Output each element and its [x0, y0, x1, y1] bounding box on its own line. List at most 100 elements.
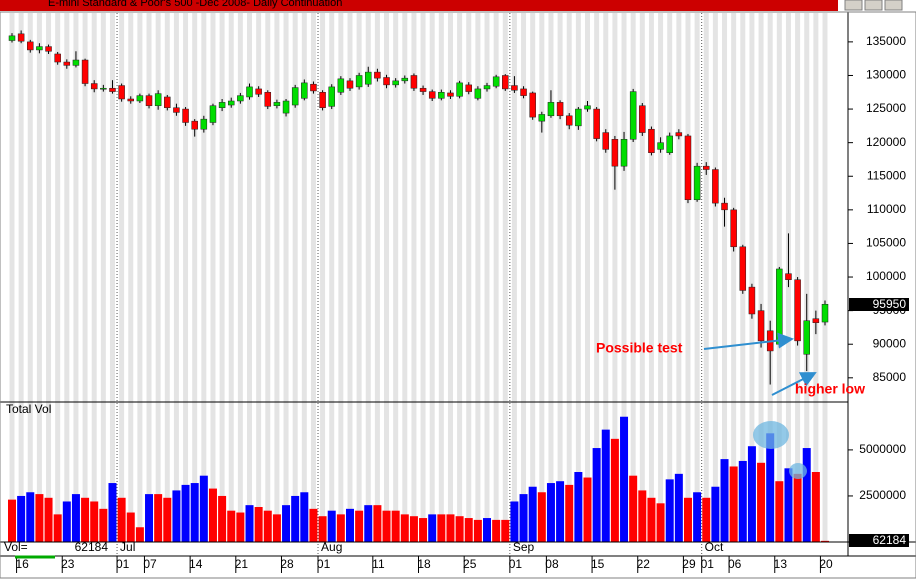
- volume-bar: [382, 510, 391, 542]
- volume-bar: [35, 494, 44, 542]
- title-bar: [0, 0, 838, 11]
- candle-body: [255, 88, 262, 95]
- volume-bar: [263, 510, 272, 542]
- candle-body: [483, 85, 491, 90]
- candle-body: [821, 303, 829, 323]
- candle-body: [319, 92, 326, 108]
- bar-stripe: [594, 13, 600, 542]
- y-tick-label: 2500000: [859, 488, 906, 502]
- bar-stripe: [685, 13, 691, 542]
- bar-stripe: [603, 13, 609, 542]
- bar-stripe: [493, 13, 499, 542]
- maximize-button[interactable]: [864, 0, 883, 11]
- volume-bar: [99, 508, 108, 542]
- bar-stripe: [475, 13, 481, 542]
- volume-bar: [126, 512, 135, 542]
- bar-stripe: [237, 13, 243, 542]
- close-button[interactable]: [884, 0, 903, 11]
- volume-bar: [364, 505, 373, 542]
- candle-body: [739, 246, 747, 291]
- volume-bar: [336, 514, 345, 542]
- bar-stripe: [219, 13, 225, 542]
- candle-body: [401, 77, 409, 82]
- last-volume-label: 62184: [873, 533, 907, 547]
- volume-bar: [821, 540, 829, 542]
- candle-body: [520, 88, 527, 96]
- candle-body: [629, 91, 637, 140]
- candle-body: [383, 77, 390, 86]
- x-tick-label: 25: [463, 557, 477, 571]
- y-tick-label: 120000: [866, 135, 906, 149]
- bar-stripe: [100, 13, 106, 542]
- volume-bar: [510, 501, 519, 542]
- volume-bar: [537, 492, 546, 542]
- candle-body: [365, 71, 372, 85]
- bar-stripe: [822, 13, 828, 542]
- bar-stripe: [36, 13, 42, 542]
- bar-stripe: [55, 13, 61, 542]
- bar-stripe: [484, 13, 490, 542]
- bar-stripe: [447, 13, 453, 542]
- volume-bar: [90, 501, 99, 542]
- candle-body: [730, 209, 737, 248]
- candle-body: [794, 279, 801, 342]
- y-tick-label: 100000: [866, 269, 906, 283]
- bar-stripe: [539, 13, 545, 542]
- bar-stripe: [9, 13, 15, 542]
- candle-body: [237, 95, 244, 102]
- volume-bar: [811, 472, 820, 542]
- y-tick-label: 130000: [866, 68, 906, 82]
- volume-bar: [172, 490, 181, 542]
- volume-bar: [455, 516, 464, 542]
- candle-body: [173, 107, 180, 113]
- y-tick-label: 125000: [866, 101, 906, 115]
- minimize-button[interactable]: [844, 0, 863, 11]
- bar-stripe: [374, 13, 380, 542]
- x-tick-label: 08: [545, 557, 559, 571]
- volume-bar: [492, 519, 501, 542]
- candle-body: [45, 46, 52, 52]
- candle-body: [538, 114, 546, 122]
- bar-stripe: [338, 13, 344, 542]
- volume-bar: [574, 472, 583, 542]
- y-tick-label: 110000: [867, 202, 906, 216]
- candle-body: [620, 139, 628, 167]
- volume-bar: [665, 479, 674, 542]
- last-volume-box: [849, 534, 909, 547]
- bar-stripe: [667, 13, 673, 542]
- candle-body: [227, 100, 235, 106]
- candle-body: [17, 33, 25, 42]
- x-tick-label: 23: [61, 557, 75, 571]
- candle-body: [474, 88, 482, 99]
- candle-body: [684, 135, 692, 201]
- volume-bar: [391, 510, 400, 542]
- bar-stripe: [18, 13, 24, 542]
- candle-body: [410, 75, 418, 89]
- volume-bar: [245, 505, 254, 542]
- y-tick-label: 90000: [873, 336, 907, 350]
- volume-bar: [44, 497, 53, 542]
- candle-body: [145, 95, 153, 106]
- volume-bar: [145, 494, 154, 542]
- candle-body: [337, 78, 345, 93]
- bar-stripe: [612, 13, 618, 542]
- volume-bar: [766, 433, 775, 542]
- bar-stripe: [457, 13, 463, 542]
- bar-stripe: [420, 13, 426, 542]
- candle-body: [127, 98, 135, 102]
- candle-body: [721, 202, 728, 211]
- bar-stripe: [548, 13, 554, 542]
- candle-body: [584, 105, 591, 110]
- volume-bar: [647, 497, 656, 542]
- bar-stripe: [173, 13, 179, 542]
- highlight-ellipse: [753, 421, 789, 449]
- volume-bar: [8, 499, 16, 542]
- bar-stripe: [247, 13, 253, 542]
- bar-stripe: [210, 13, 216, 542]
- volume-bar: [62, 501, 71, 542]
- candle-body: [593, 108, 600, 139]
- candle-body: [602, 132, 610, 150]
- x-tick-label: 16: [15, 557, 29, 571]
- volume-bar: [17, 495, 26, 542]
- candle-body: [200, 118, 208, 130]
